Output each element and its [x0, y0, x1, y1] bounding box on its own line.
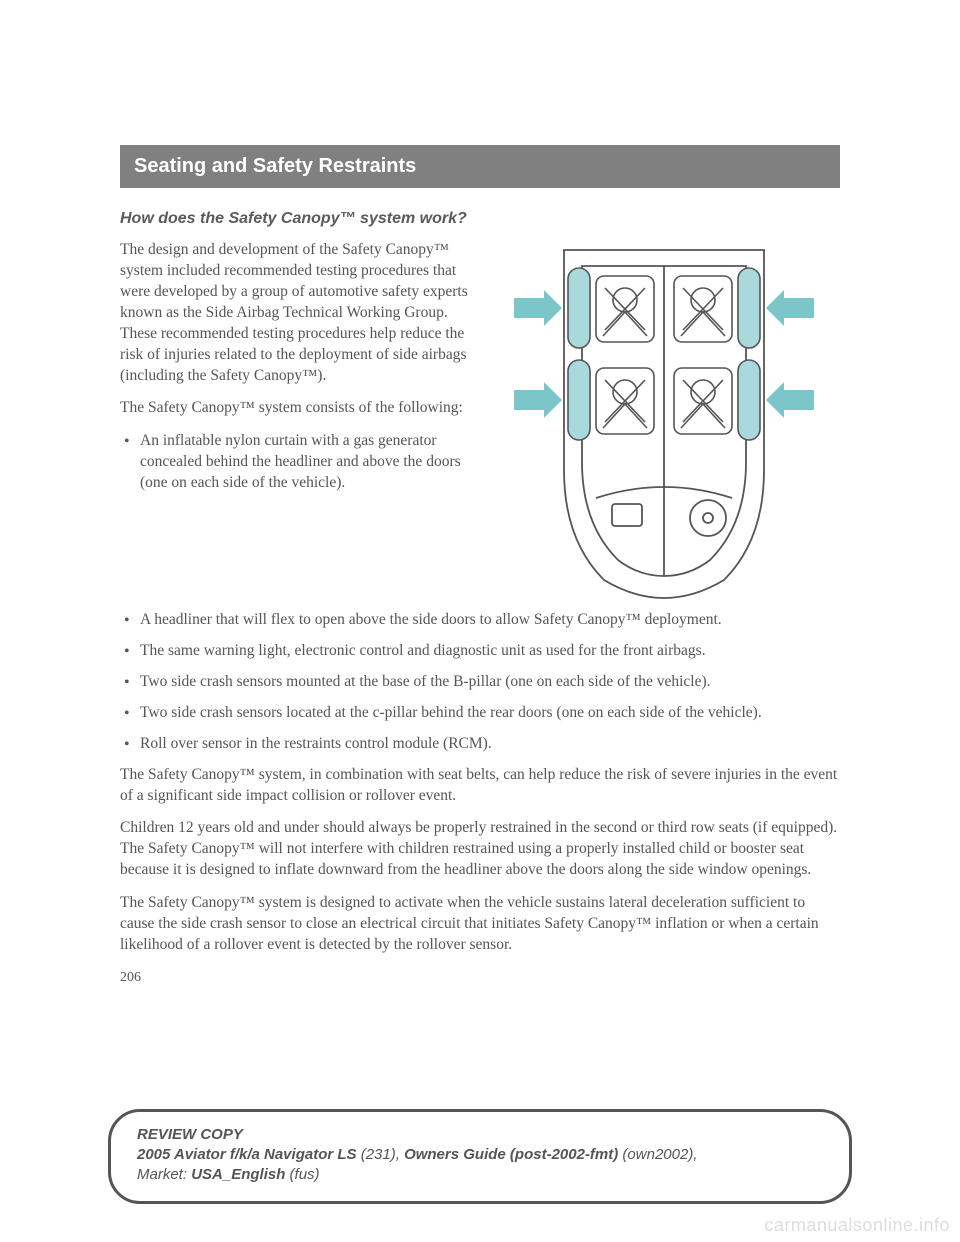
- paragraph-4: Children 12 years old and under should a…: [120, 818, 840, 881]
- list-item: Two side crash sensors located at the c-…: [120, 703, 840, 724]
- footer-text: Market:: [137, 1166, 191, 1183]
- bullet-list-left: An inflatable nylon curtain with a gas g…: [120, 431, 470, 494]
- footer-box: REVIEW COPY 2005 Aviator f/k/a Navigator…: [108, 1109, 852, 1205]
- footer-market: USA_English: [191, 1166, 285, 1183]
- page-number: 206: [120, 970, 840, 986]
- paragraph-1: The design and development of the Safety…: [120, 240, 470, 386]
- list-item: A headliner that will flex to open above…: [120, 610, 840, 631]
- list-item: An inflatable nylon curtain with a gas g…: [120, 431, 470, 494]
- safety-canopy-diagram: [504, 240, 824, 600]
- footer-line-2: 2005 Aviator f/k/a Navigator LS (231), O…: [137, 1145, 823, 1165]
- footer-line-1: REVIEW COPY: [137, 1126, 823, 1143]
- section-header: Seating and Safety Restraints: [120, 145, 840, 188]
- footer-text: (own2002),: [618, 1146, 697, 1163]
- footer-line-3: Market: USA_English (fus): [137, 1165, 823, 1185]
- paragraph-2: The Safety Canopy™ system consists of th…: [120, 398, 470, 419]
- list-item: Two side crash sensors mounted at the ba…: [120, 672, 840, 693]
- subheading: How does the Safety Canopy™ system work?: [120, 210, 840, 228]
- paragraph-3: The Safety Canopy™ system, in combinatio…: [120, 765, 840, 807]
- paragraph-5: The Safety Canopy™ system is designed to…: [120, 893, 840, 956]
- list-item: The same warning light, electronic contr…: [120, 641, 840, 662]
- watermark: carmanualsonline.info: [764, 1215, 950, 1236]
- footer-model: 2005 Aviator f/k/a Navigator LS: [137, 1146, 357, 1163]
- footer-guide: Owners Guide (post-2002-fmt): [404, 1146, 618, 1163]
- footer-text: (231),: [357, 1146, 405, 1163]
- list-item: Roll over sensor in the restraints contr…: [120, 734, 840, 755]
- footer-text: (fus): [285, 1166, 319, 1183]
- bullet-list-full: A headliner that will flex to open above…: [120, 610, 840, 755]
